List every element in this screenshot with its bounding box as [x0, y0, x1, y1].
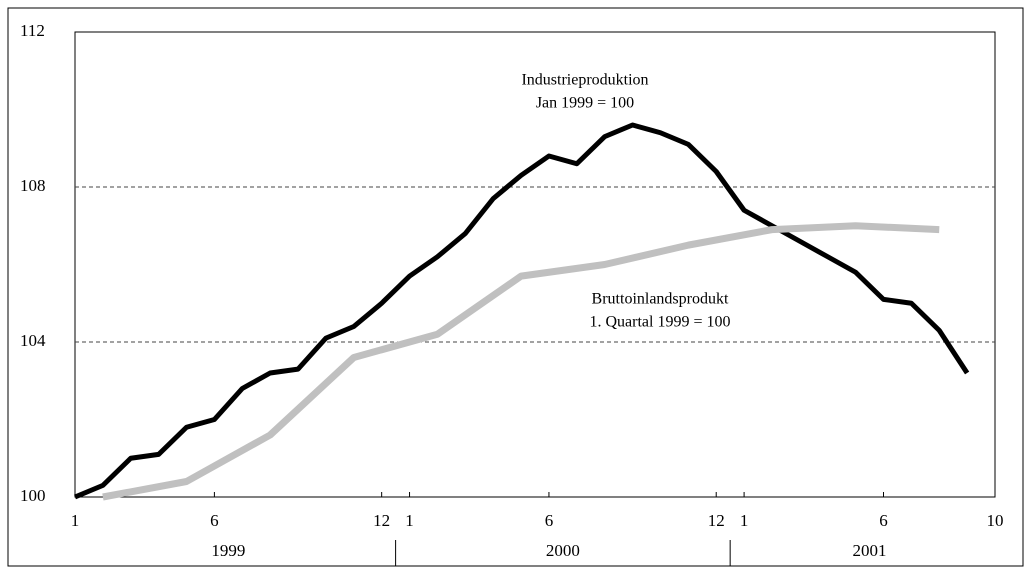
y-tick-label: 108	[20, 176, 46, 195]
x-tick-label: 1	[405, 511, 414, 530]
x-tick-label: 10	[987, 511, 1004, 530]
series-subtitle: Jan 1999 = 100	[536, 95, 634, 112]
series-label: Industrieproduktion	[521, 72, 648, 89]
y-tick-label: 100	[20, 486, 46, 505]
x-tick-label: 12	[708, 511, 725, 530]
x-tick-label: 6	[210, 511, 219, 530]
x-group-label: 2001	[853, 541, 887, 560]
x-group-label: 1999	[211, 541, 245, 560]
x-tick-label: 1	[71, 511, 80, 530]
y-tick-label: 112	[20, 21, 45, 40]
plot-frame	[74, 31, 996, 498]
x-tick-label: 1	[740, 511, 749, 530]
series-subtitle: 1. Quartal 1999 = 100	[590, 314, 731, 331]
x-tick-label: 12	[373, 511, 390, 530]
y-tick-label: 104	[20, 331, 46, 350]
x-tick-label: 6	[879, 511, 888, 530]
x-tick-label: 6	[545, 511, 554, 530]
series-line	[74, 122, 970, 500]
series-line	[102, 222, 940, 501]
series-label: Bruttoinlandsprodukt	[592, 291, 729, 308]
x-group-label: 2000	[546, 541, 580, 560]
frame	[7, 7, 1024, 567]
